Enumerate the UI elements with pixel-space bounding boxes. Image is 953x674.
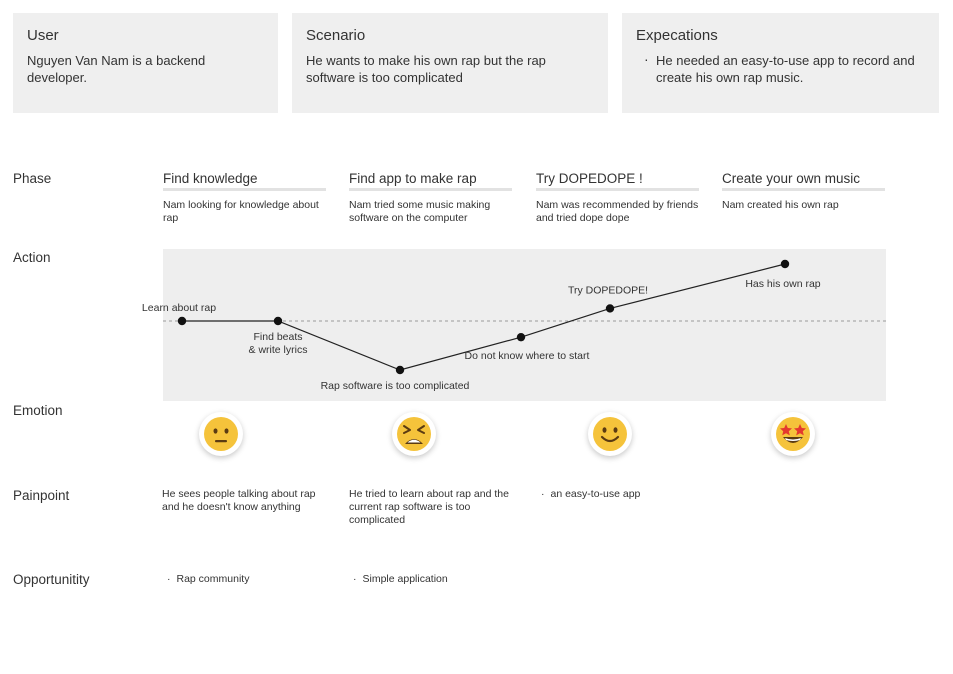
user-card: User Nguyen Van Nam is a backend develop… — [13, 13, 278, 113]
action-point — [780, 259, 790, 269]
user-card-title: User — [27, 27, 59, 44]
emotion-star-struck — [771, 412, 815, 456]
user-card-body: Nguyen Van Nam is a backend developer. — [27, 53, 206, 85]
action-point — [395, 365, 405, 375]
action-point — [177, 316, 187, 326]
phase-desc: Nam looking for knowledge about rap — [163, 199, 319, 224]
journey-line — [182, 263, 786, 371]
star-struck-face-icon — [776, 417, 810, 451]
neutral-face-icon — [204, 417, 238, 451]
action-area — [163, 249, 886, 401]
expectations-card: Expecations He needed an easy-to-use app… — [622, 13, 939, 113]
scenario-card-body: He wants to make his own rap but the rap… — [306, 53, 546, 85]
opportunity-row-label: Opportunitity — [13, 572, 90, 587]
action-row-label: Action — [13, 250, 51, 265]
phase-row-label: Phase — [13, 171, 52, 186]
tired-face-icon — [397, 417, 431, 451]
painpoint-row-label: Painpoint — [13, 488, 70, 503]
phase-find-knowledge: Find knowledge Nam looking for knowledge… — [163, 171, 326, 225]
emotion-row-label: Emotion — [13, 403, 63, 418]
painpoint-text: He sees people talking about rap and he … — [162, 488, 316, 513]
action-point — [516, 332, 526, 342]
smiling-face-icon — [593, 417, 627, 451]
emotion-neutral — [199, 412, 243, 456]
phase-title: Find knowledge — [163, 171, 326, 191]
action-point-label: & write lyrics — [249, 344, 308, 356]
action-point-label: Find beats — [253, 331, 302, 343]
action-point-label: Has his own rap — [745, 278, 820, 290]
phase-try-dopedope: Try DOPEDOPE ! Nam was recommended by fr… — [536, 171, 699, 225]
opportunity-item: · Simple application — [353, 573, 448, 585]
action-point — [273, 316, 283, 326]
action-point-label: Do not know where to start — [465, 350, 590, 362]
phase-desc: Nam was recommended by friends and tried… — [536, 199, 699, 224]
expectations-card-title: Expecations — [636, 27, 718, 44]
emotion-tired — [392, 412, 436, 456]
action-point-label: Try DOPEDOPE! — [568, 284, 648, 296]
action-point-label: Learn about rap — [142, 302, 216, 314]
phase-find-app: Find app to make rap Nam tried some musi… — [349, 171, 512, 225]
expectations-card-body: He needed an easy-to-use app to record a… — [636, 51, 925, 86]
phase-title: Try DOPEDOPE ! — [536, 171, 699, 191]
phase-title: Find app to make rap — [349, 171, 512, 191]
opportunity-text: Rap community — [176, 573, 250, 585]
phase-create-music: Create your own music Nam created his ow… — [722, 171, 885, 212]
scenario-card-title: Scenario — [306, 27, 366, 44]
emotion-smiling — [588, 412, 632, 456]
action-point — [605, 304, 615, 313]
scenario-card: Scenario He wants to make his own rap bu… — [292, 13, 608, 113]
phase-desc: Nam tried some music making software on … — [349, 199, 491, 224]
action-point-label: Rap software is too complicated — [321, 380, 470, 392]
phase-desc: Nam created his own rap — [722, 199, 839, 211]
painpoint-bullet: · an easy-to-use app — [541, 488, 641, 500]
painpoint-bullet-text: an easy-to-use app — [550, 488, 641, 500]
phase-title: Create your own music — [722, 171, 885, 191]
painpoint-text: He tried to learn about rap and the curr… — [349, 488, 509, 526]
opportunity-text: Simple application — [362, 573, 448, 585]
opportunity-item: · Rap community — [167, 573, 250, 585]
